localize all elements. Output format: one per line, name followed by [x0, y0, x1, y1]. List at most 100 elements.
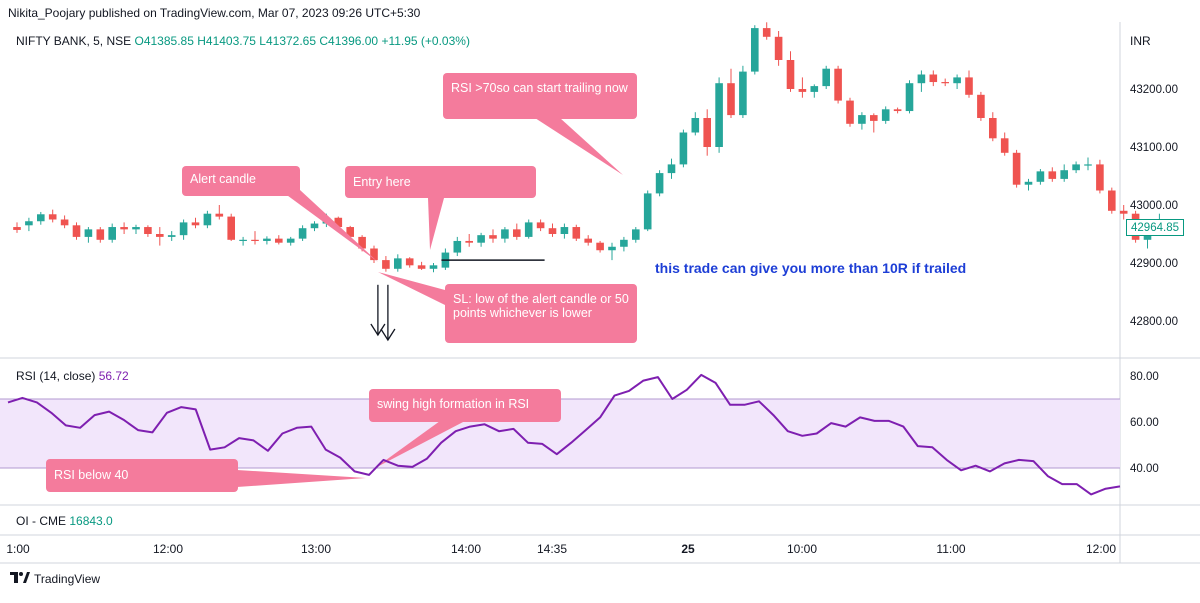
candle-body[interactable]: [156, 234, 164, 237]
candle-body[interactable]: [215, 213, 224, 217]
candle-body[interactable]: [25, 221, 33, 226]
candle-body[interactable]: [394, 258, 402, 269]
candle-body[interactable]: [108, 227, 116, 240]
candle-body[interactable]: [596, 242, 604, 251]
candle-body[interactable]: [846, 100, 854, 124]
candle-body[interactable]: [263, 238, 271, 241]
candle-body[interactable]: [60, 219, 69, 226]
candle-body[interactable]: [917, 74, 926, 84]
candle-body[interactable]: [370, 248, 378, 261]
candle-body[interactable]: [513, 229, 521, 237]
candle-body[interactable]: [548, 228, 557, 234]
candle-body[interactable]: [227, 216, 235, 240]
rsi-legend-label[interactable]: RSI (14, close): [16, 369, 96, 383]
candle-body[interactable]: [1108, 190, 1116, 211]
rsi-trailing-note[interactable]: RSI >70so can start trailing now: [443, 73, 637, 119]
candle-body[interactable]: [703, 118, 711, 147]
candle-body[interactable]: [691, 118, 700, 133]
candle-body[interactable]: [572, 227, 581, 239]
candle-body[interactable]: [1012, 152, 1021, 185]
candle-body[interactable]: [179, 222, 188, 236]
candle-body[interactable]: [477, 235, 485, 243]
candle-body[interactable]: [774, 36, 783, 60]
candle-body[interactable]: [1096, 164, 1104, 191]
candle-body[interactable]: [417, 265, 426, 269]
rsi-below-note[interactable]: RSI below 40: [46, 459, 238, 492]
candle-body[interactable]: [739, 71, 747, 116]
candle-body[interactable]: [941, 82, 949, 84]
candle-body[interactable]: [989, 118, 997, 139]
candle-body[interactable]: [251, 239, 259, 241]
candle-body[interactable]: [334, 217, 343, 228]
candle-body[interactable]: [72, 225, 81, 237]
candle-body[interactable]: [167, 235, 176, 237]
candle-body[interactable]: [358, 236, 366, 249]
candle-body[interactable]: [632, 229, 640, 240]
trade-note-text[interactable]: this trade can give you more than 10R if…: [655, 260, 967, 276]
candle-body[interactable]: [239, 239, 247, 241]
candle-body[interactable]: [1060, 170, 1068, 179]
candle-body[interactable]: [144, 227, 152, 234]
candle-body[interactable]: [346, 227, 354, 237]
candle-body[interactable]: [667, 164, 676, 174]
candle-body[interactable]: [382, 260, 390, 269]
candle-body[interactable]: [1084, 164, 1092, 166]
candle-body[interactable]: [298, 228, 307, 239]
candle-body[interactable]: [893, 109, 902, 112]
candle-body[interactable]: [870, 115, 878, 121]
candle-body[interactable]: [13, 227, 21, 230]
candle-body[interactable]: [96, 229, 105, 240]
candle-body[interactable]: [191, 222, 200, 226]
candle-body[interactable]: [1072, 164, 1080, 171]
candle-body[interactable]: [84, 229, 93, 237]
candle-body[interactable]: [727, 83, 735, 116]
candle-body[interactable]: [1000, 138, 1009, 153]
candle-body[interactable]: [786, 60, 795, 89]
oi-legend-label[interactable]: OI - CME: [16, 514, 66, 528]
candle-body[interactable]: [524, 222, 533, 237]
candle-body[interactable]: [453, 240, 462, 253]
candle-body[interactable]: [536, 222, 545, 229]
stop-loss-note[interactable]: SL: low of the alert candle or 50 points…: [445, 284, 637, 343]
candle-body[interactable]: [858, 115, 866, 124]
candle-body[interactable]: [834, 68, 842, 101]
candle-body[interactable]: [1048, 171, 1057, 179]
tradingview-brand[interactable]: TradingView: [10, 572, 100, 586]
candle-body[interactable]: [120, 227, 128, 230]
candle-body[interactable]: [643, 193, 652, 230]
candle-body[interactable]: [405, 258, 414, 266]
entry-here-note[interactable]: Entry here: [345, 166, 536, 198]
candle-body[interactable]: [37, 214, 45, 222]
candle-body[interactable]: [762, 28, 771, 37]
candle-body[interactable]: [715, 83, 723, 147]
candle-body[interactable]: [489, 235, 497, 239]
candle-body[interactable]: [132, 227, 140, 230]
candle-body[interactable]: [810, 86, 819, 92]
candle-body[interactable]: [1036, 171, 1045, 182]
candle-body[interactable]: [655, 173, 664, 194]
candle-body[interactable]: [429, 265, 438, 269]
candle-body[interactable]: [965, 77, 973, 95]
candle-body[interactable]: [584, 238, 592, 243]
candle-body[interactable]: [48, 214, 57, 220]
candle-body[interactable]: [977, 94, 985, 118]
candle-body[interactable]: [608, 246, 616, 251]
candle-body[interactable]: [465, 240, 473, 243]
candle-body[interactable]: [1024, 181, 1033, 185]
alert-candle-note[interactable]: Alert candle: [182, 166, 300, 196]
candle-body[interactable]: [501, 229, 509, 239]
candle-body[interactable]: [798, 89, 807, 92]
candle-body[interactable]: [751, 28, 759, 72]
candle-body[interactable]: [822, 68, 830, 87]
candle-body[interactable]: [929, 74, 938, 83]
candle-body[interactable]: [620, 239, 628, 247]
candle-body[interactable]: [1119, 210, 1128, 214]
candle-body[interactable]: [310, 223, 319, 229]
candle-body[interactable]: [905, 83, 914, 112]
rsi-line[interactable]: [7, 373, 1121, 496]
candle-body[interactable]: [275, 238, 283, 243]
candle-body[interactable]: [881, 109, 890, 121]
candle-body[interactable]: [953, 77, 961, 84]
candle-body[interactable]: [560, 227, 569, 234]
swing-high-note[interactable]: swing high formation in RSI: [369, 389, 561, 422]
